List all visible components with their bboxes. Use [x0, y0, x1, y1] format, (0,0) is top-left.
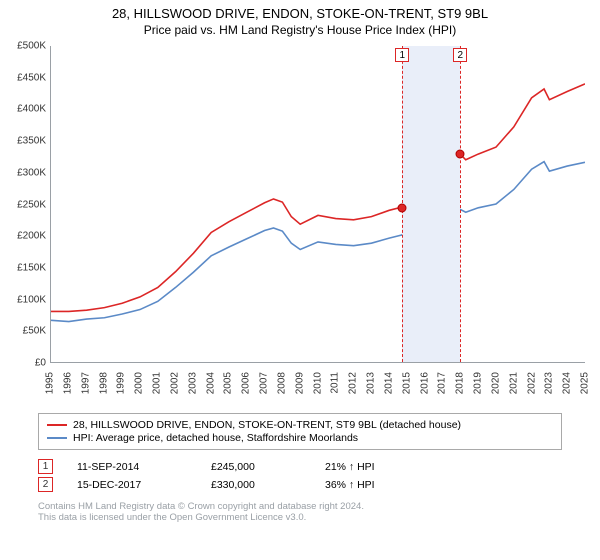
x-tick-label: 2022: [526, 372, 537, 394]
legend-item: 28, HILLSWOOD DRIVE, ENDON, STOKE-ON-TRE…: [47, 419, 553, 431]
x-tick-label: 2003: [187, 372, 198, 394]
title-block: 28, HILLSWOOD DRIVE, ENDON, STOKE-ON-TRE…: [0, 0, 600, 41]
x-tick-label: 2007: [259, 372, 270, 394]
y-tick-label: £450K: [17, 72, 46, 83]
marker-table: 1 11-SEP-2014 £245,000 21% ↑ HPI 2 15-DEC-201…: [38, 456, 562, 495]
x-tick-label: 2013: [366, 372, 377, 394]
legend-swatch: [47, 424, 67, 426]
marker-badge: 2: [38, 477, 53, 492]
y-tick-label: £400K: [17, 104, 46, 115]
marker-row: 1 11-SEP-2014 £245,000 21% ↑ HPI: [38, 459, 562, 474]
series-line: [51, 162, 585, 322]
copyright-line-2: This data is licensed under the Open Gov…: [38, 512, 562, 523]
y-tick-label: £0: [35, 358, 46, 369]
copyright-notice: Contains HM Land Registry data © Crown c…: [38, 501, 562, 523]
x-tick-label: 2018: [455, 372, 466, 394]
legend-label: HPI: Average price, detached house, Staf…: [73, 432, 358, 444]
y-tick-label: £150K: [17, 262, 46, 273]
x-tick-label: 2020: [490, 372, 501, 394]
marker-badge-inline: 2: [453, 48, 467, 62]
x-tick-label: 2015: [401, 372, 412, 394]
x-tick-label: 2025: [580, 372, 591, 394]
x-tick-label: 1997: [80, 372, 91, 394]
marker-date: 15-DEC-2017: [77, 479, 187, 491]
x-tick-label: 2019: [473, 372, 484, 394]
y-tick-label: £500K: [17, 41, 46, 52]
y-axis: £0£50K£100K£150K£200K£250K£300K£350K£400…: [8, 46, 50, 363]
marker-price: £330,000: [211, 479, 301, 491]
x-axis: 1995199619971998199920002001200220032004…: [50, 366, 585, 406]
x-tick-label: 2000: [134, 372, 145, 394]
x-tick-label: 2002: [169, 372, 180, 394]
y-tick-label: £300K: [17, 167, 46, 178]
x-tick-label: 2011: [330, 372, 341, 394]
x-tick-label: 2005: [223, 372, 234, 394]
x-tick-label: 2016: [419, 372, 430, 394]
x-tick-label: 2010: [312, 372, 323, 394]
chart-container: 28, HILLSWOOD DRIVE, ENDON, STOKE-ON-TRE…: [0, 0, 600, 560]
x-tick-label: 2001: [152, 372, 163, 394]
marker-row: 2 15-DEC-2017 £330,000 36% ↑ HPI: [38, 477, 562, 492]
y-tick-label: £350K: [17, 136, 46, 147]
plot-svg: [51, 46, 585, 362]
legend-item: HPI: Average price, detached house, Staf…: [47, 432, 553, 444]
marker-price: £245,000: [211, 461, 301, 473]
legend-box: 28, HILLSWOOD DRIVE, ENDON, STOKE-ON-TRE…: [38, 413, 562, 450]
marker-date: 11-SEP-2014: [77, 461, 187, 473]
x-tick-label: 2006: [241, 372, 252, 394]
x-tick-label: 2017: [437, 372, 448, 394]
marker-delta: 21% ↑ HPI: [325, 461, 375, 473]
y-tick-label: £200K: [17, 231, 46, 242]
chart-area: £0 £50K £100K £150K £200K £250K £300K £350K £400…: [0, 41, 600, 411]
highlight-band: [402, 46, 460, 362]
x-tick-label: 2024: [562, 372, 573, 394]
y-tick-label: £250K: [17, 199, 46, 210]
y-tick-label: £50K: [23, 326, 46, 337]
x-tick-label: 2004: [205, 372, 216, 394]
x-tick-label: 2009: [294, 372, 305, 394]
marker-badge-inline: 1: [395, 48, 409, 62]
marker-vline: [460, 46, 461, 362]
x-tick-label: 2014: [383, 372, 394, 394]
x-tick-label: 2021: [508, 372, 519, 394]
legend-label: 28, HILLSWOOD DRIVE, ENDON, STOKE-ON-TRE…: [73, 419, 461, 431]
marker-delta: 36% ↑ HPI: [325, 479, 375, 491]
x-tick-label: 2008: [276, 372, 287, 394]
sale-marker-dot: [456, 149, 465, 158]
sale-marker-dot: [398, 203, 407, 212]
x-tick-label: 1999: [116, 372, 127, 394]
chart-title: 28, HILLSWOOD DRIVE, ENDON, STOKE-ON-TRE…: [10, 6, 590, 21]
marker-badge: 1: [38, 459, 53, 474]
x-tick-label: 1995: [45, 372, 56, 394]
chart-subtitle: Price paid vs. HM Land Registry's House …: [10, 23, 590, 37]
x-tick-label: 2023: [544, 372, 555, 394]
plot-region: 12: [50, 46, 585, 363]
copyright-line-1: Contains HM Land Registry data © Crown c…: [38, 501, 562, 512]
legend-swatch: [47, 437, 67, 439]
x-tick-label: 1998: [98, 372, 109, 394]
x-tick-label: 2012: [348, 372, 359, 394]
x-tick-label: 1996: [62, 372, 73, 394]
y-tick-label: £100K: [17, 294, 46, 305]
